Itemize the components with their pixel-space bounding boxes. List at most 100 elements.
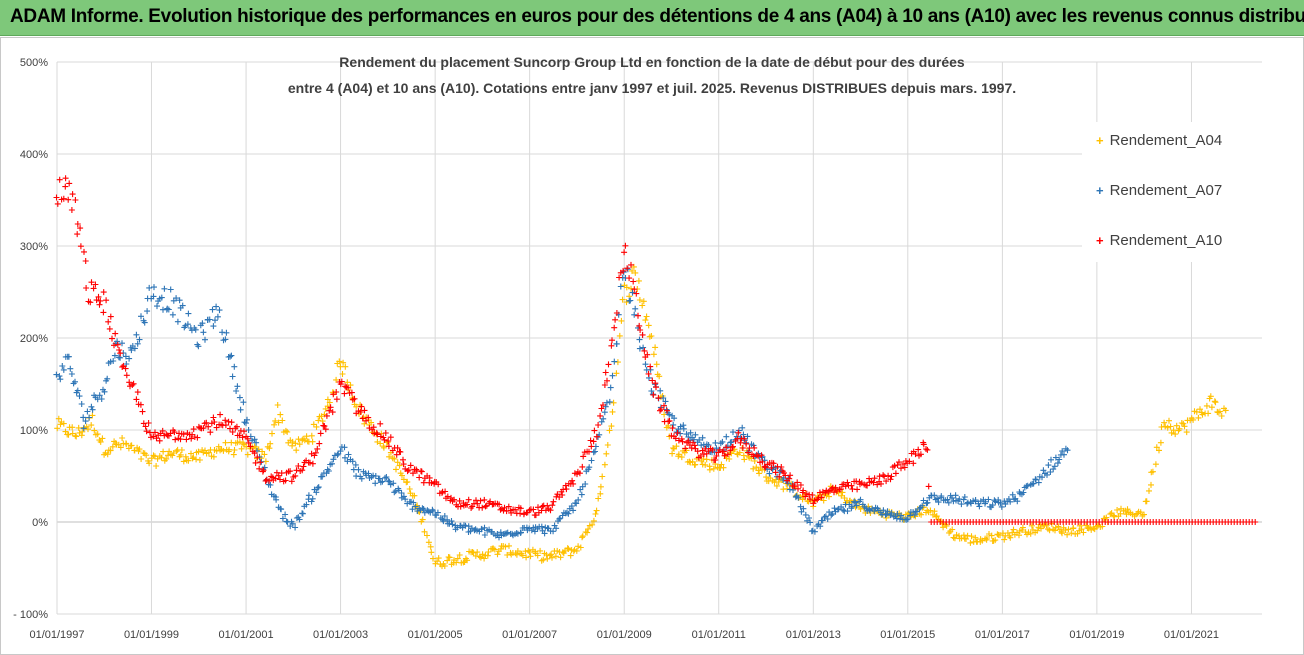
marker-Rendement_A04 [741,456,748,463]
marker-Rendement_A10 [591,427,598,434]
marker-Rendement_A10 [307,459,313,466]
marker-Rendement_A04 [60,420,67,427]
marker-Rendement_A07 [690,436,697,443]
marker-Rendement_A04 [584,529,591,536]
marker-Rendement_A07 [894,510,901,517]
marker-Rendement_A04 [97,438,104,445]
legend-marker-a04: + [1096,133,1104,148]
marker-Rendement_A10 [672,435,679,442]
marker-Rendement_A04 [188,450,194,457]
marker-Rendement_A10 [112,330,119,337]
marker-Rendement_A04 [444,557,451,564]
marker-Rendement_A04 [577,544,584,551]
marker-Rendement_A04 [616,332,623,339]
marker-Rendement_A10 [257,459,264,466]
marker-Rendement_A04 [244,451,251,458]
marker-Rendement_A10 [474,500,481,507]
marker-Rendement_A04 [275,419,282,426]
marker-Rendement_A04 [1157,439,1164,446]
marker-Rendement_A10 [811,497,818,504]
marker-Rendement_A04 [1103,514,1110,521]
marker-Rendement_A07 [245,427,252,433]
marker-Rendement_A04 [485,549,492,555]
marker-Rendement_A04 [143,452,150,459]
marker-Rendement_A10 [818,494,825,501]
marker-Rendement_A07 [128,347,135,354]
marker-Rendement_A10 [620,267,627,274]
legend-item-a07: + Rendement_A07 [1096,182,1222,199]
marker-Rendement_A10 [309,460,316,467]
marker-Rendement_A10 [639,331,646,338]
marker-Rendement_A07 [802,511,809,518]
marker-Rendement_A04 [236,438,243,445]
marker-Rendement_A04 [579,534,586,541]
marker-Rendement_A10 [650,391,657,398]
marker-Rendement_A10 [637,327,644,333]
marker-Rendement_A10 [815,494,822,501]
marker-Rendement_A07 [1064,447,1071,454]
marker-Rendement_A07 [657,387,664,394]
marker-Rendement_A10 [633,290,640,297]
marker-Rendement_A10 [188,435,195,442]
marker-Rendement_A04 [841,495,848,501]
marker-Rendement_A04 [595,495,602,502]
marker-Rendement_A10 [602,369,609,376]
marker-Rendement_A04 [481,555,488,562]
marker-Rendement_A10 [338,378,345,385]
marker-Rendement_A04 [1212,399,1219,406]
marker-Rendement_A10 [900,461,906,467]
marker-Rendement_A07 [1047,469,1054,475]
marker-Rendement_A04 [435,555,442,562]
marker-Rendement_A04 [972,534,979,541]
marker-Rendement_A10 [621,249,628,256]
marker-Rendement_A07 [853,502,860,509]
marker-Rendement_A10 [194,434,201,441]
marker-Rendement_A04 [1161,419,1168,426]
marker-Rendement_A04 [425,539,432,546]
marker-Rendement_A04 [543,551,550,558]
y-tick-label: - 100% [13,609,48,621]
marker-Rendement_A10 [611,324,618,331]
marker-Rendement_A07 [481,524,488,531]
marker-Rendement_A04 [1001,536,1008,543]
marker-Rendement_A04 [104,451,111,458]
marker-Rendement_A10 [311,452,318,459]
marker-Rendement_A04 [99,435,106,442]
marker-Rendement_A10 [420,479,427,486]
marker-Rendement_A10 [570,480,577,487]
marker-Rendement_A04 [593,507,600,514]
marker-Rendement_A10 [778,464,785,470]
marker-Rendement_A04 [296,441,303,448]
marker-Rendement_A07 [871,508,878,515]
marker-Rendement_A10 [239,434,246,441]
marker-Rendement_A07 [866,506,873,513]
marker-Rendement_A10 [600,402,606,408]
marker-Rendement_A07 [904,516,911,522]
marker-Rendement_A10 [481,496,488,503]
marker-Rendement_A07 [1027,481,1034,488]
marker-Rendement_A04 [784,485,791,492]
marker-Rendement_A10 [277,476,283,483]
marker-Rendement_A07 [920,497,927,504]
marker-Rendement_A04 [648,333,655,339]
marker-Rendement_A07 [237,406,244,413]
marker-Rendement_A07 [395,487,402,494]
marker-Rendement_A10 [81,248,87,255]
marker-Rendement_A10 [501,504,508,511]
marker-Rendement_A07 [903,516,910,523]
marker-Rendement_A07 [481,532,488,538]
marker-Rendement_A04 [441,563,448,569]
marker-Rendement_A04 [775,479,782,485]
marker-Rendement_A04 [1149,468,1156,475]
marker-Rendement_A07 [606,398,613,405]
marker-Rendement_A07 [961,494,968,500]
marker-Rendement_A10 [712,457,719,463]
marker-Rendement_A07 [293,515,300,521]
marker-Rendement_A07 [573,500,580,507]
x-axis-labels: 01/01/1997 01/01/1999 01/01/2001 01/01/2003… [29,629,1219,641]
marker-Rendement_A10 [254,454,261,461]
marker-Rendement_A04 [1143,498,1150,505]
marker-Rendement_A10 [66,180,73,187]
marker-Rendement_A04 [182,453,189,460]
marker-Rendement_A04 [601,461,608,468]
